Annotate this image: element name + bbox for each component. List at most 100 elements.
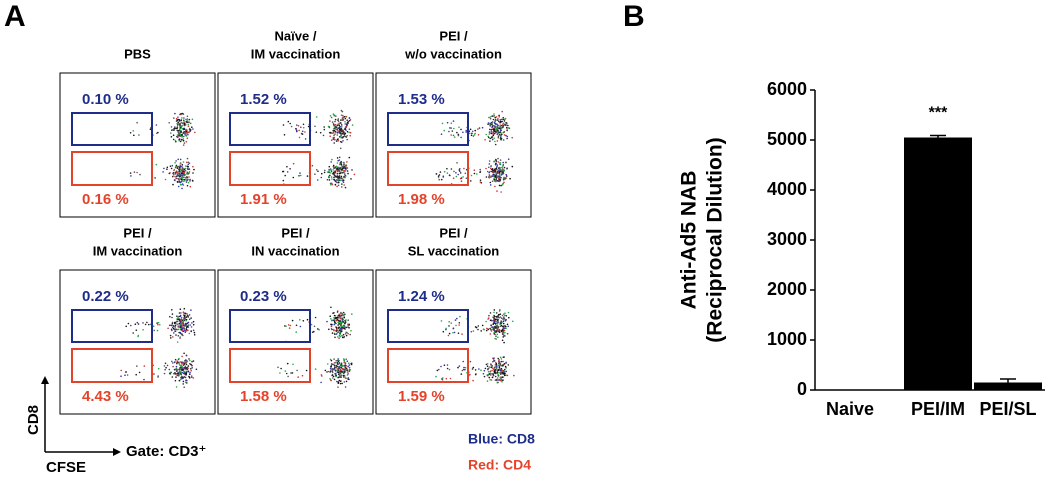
cell-dot xyxy=(170,328,173,331)
cell-dot xyxy=(143,365,146,367)
cell-dot xyxy=(178,379,181,382)
cell-dot xyxy=(332,363,334,366)
cell-dot xyxy=(183,142,186,144)
cell-dot xyxy=(337,139,340,142)
cell-dot xyxy=(184,312,187,315)
cell-dot xyxy=(192,377,195,379)
cell-dot xyxy=(186,115,189,118)
cell-dot xyxy=(285,372,288,375)
cell-dot xyxy=(299,319,301,321)
cell-dot xyxy=(191,360,193,363)
cell-dot xyxy=(479,168,482,171)
cell-dot xyxy=(164,178,167,181)
cell-dot xyxy=(340,374,343,376)
cell-dot xyxy=(189,185,192,188)
cell-dot xyxy=(181,112,184,115)
cell-dot xyxy=(493,318,495,321)
cell-dot xyxy=(336,369,338,371)
cell-dot xyxy=(481,324,484,327)
cell-dot xyxy=(494,128,497,131)
cell-dot xyxy=(280,367,282,370)
cell-dot xyxy=(340,329,343,332)
cell-dot xyxy=(177,134,180,137)
cell-dot xyxy=(129,132,132,134)
cell-dot xyxy=(495,159,498,161)
cell-dot xyxy=(186,165,189,168)
cell-dot xyxy=(187,123,190,126)
cell-dot xyxy=(183,168,186,171)
cell-dot xyxy=(185,181,188,183)
cell-dot xyxy=(177,131,179,133)
cell-dot xyxy=(439,171,442,173)
cell-dot xyxy=(450,168,453,170)
cell-dot xyxy=(189,130,191,132)
cell-dot xyxy=(332,138,335,140)
cell-dot xyxy=(184,174,187,176)
cell-dot xyxy=(187,131,190,133)
cell-dot xyxy=(181,333,183,335)
cell-dot xyxy=(184,167,187,170)
cell-dot xyxy=(448,320,451,323)
cell-dot xyxy=(326,371,328,373)
cell-dot xyxy=(339,319,342,322)
cell-dot xyxy=(491,115,494,117)
cell-dot xyxy=(330,116,333,119)
cell-dot xyxy=(182,178,185,181)
cell-dot xyxy=(498,172,501,174)
cell-dot xyxy=(179,314,182,317)
cell-dot xyxy=(489,117,492,120)
cell-dot xyxy=(348,364,351,366)
cell-dot xyxy=(180,174,182,177)
cell-dot xyxy=(338,319,340,322)
cell-dot xyxy=(182,364,185,367)
cell-dot xyxy=(175,127,177,130)
cell-dot xyxy=(178,132,180,135)
cell-dot xyxy=(502,364,504,367)
cell-dot xyxy=(331,158,333,161)
cell-dot xyxy=(192,323,195,326)
cell-dot xyxy=(132,332,134,334)
cell-dot xyxy=(176,315,178,318)
flow-plot xyxy=(375,269,532,415)
cell-dot xyxy=(340,362,343,364)
cell-dot xyxy=(496,372,499,374)
cell-dot xyxy=(489,167,492,170)
cell-dot xyxy=(341,110,344,113)
cell-dot xyxy=(341,168,343,171)
cell-dot xyxy=(500,378,503,380)
cell-dot xyxy=(186,157,189,160)
cell-dot xyxy=(494,175,497,178)
cell-dot xyxy=(337,159,340,162)
cell-dot xyxy=(335,317,337,320)
cell-dot xyxy=(179,140,182,143)
cell-dot xyxy=(496,125,498,128)
cell-dot xyxy=(314,125,316,128)
cell-dot xyxy=(500,364,502,367)
cell-dot xyxy=(178,166,181,168)
cell-dot xyxy=(179,365,182,367)
cell-dot xyxy=(126,374,129,376)
cell-dot xyxy=(496,328,499,331)
cell-dot xyxy=(187,178,189,181)
cell-dot xyxy=(502,172,505,175)
cell-dot xyxy=(344,176,346,179)
cell-dot xyxy=(170,136,173,138)
cell-dot xyxy=(338,159,341,161)
cell-dot xyxy=(182,132,184,134)
cell-dot xyxy=(487,122,490,124)
cell-dot xyxy=(347,172,349,175)
cell-dot xyxy=(465,131,467,133)
cell-dot xyxy=(186,360,188,363)
cell-dot xyxy=(497,373,499,376)
cell-dot xyxy=(484,367,487,370)
cell-dot xyxy=(286,362,289,365)
cell-dot xyxy=(172,172,175,174)
cell-dot xyxy=(125,371,127,373)
cell-dot xyxy=(501,329,503,332)
cell-dot xyxy=(187,163,190,166)
cell-dot xyxy=(461,369,464,372)
cell-dot xyxy=(183,123,186,125)
cell-dot xyxy=(455,324,457,327)
cell-dot xyxy=(334,118,337,121)
cell-dot xyxy=(180,119,183,121)
